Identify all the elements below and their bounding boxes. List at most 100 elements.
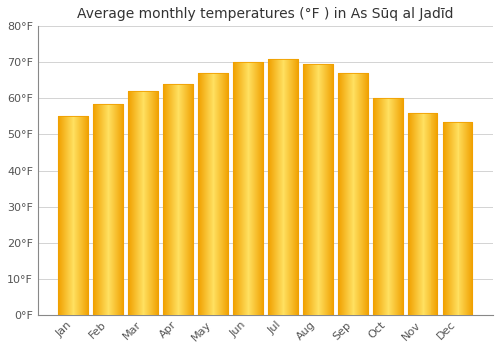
Bar bbox=[58, 117, 88, 315]
Bar bbox=[430, 113, 432, 315]
Bar bbox=[235, 62, 236, 315]
Bar bbox=[151, 91, 152, 315]
Bar bbox=[373, 98, 402, 315]
Bar bbox=[260, 62, 261, 315]
Bar bbox=[85, 117, 86, 315]
Bar bbox=[285, 59, 286, 315]
Bar bbox=[245, 62, 246, 315]
Bar bbox=[128, 91, 130, 315]
Bar bbox=[458, 122, 460, 315]
Bar bbox=[238, 62, 239, 315]
Bar bbox=[310, 64, 311, 315]
Bar bbox=[305, 64, 306, 315]
Bar bbox=[172, 84, 173, 315]
Bar bbox=[58, 117, 88, 315]
Bar bbox=[209, 73, 210, 315]
Bar bbox=[198, 73, 199, 315]
Bar bbox=[303, 64, 332, 315]
Bar bbox=[317, 64, 318, 315]
Bar bbox=[303, 64, 304, 315]
Bar bbox=[377, 98, 378, 315]
Bar bbox=[350, 73, 351, 315]
Bar bbox=[273, 59, 274, 315]
Bar bbox=[351, 73, 352, 315]
Bar bbox=[321, 64, 322, 315]
Bar bbox=[242, 62, 243, 315]
Bar bbox=[175, 84, 176, 315]
Bar bbox=[268, 59, 298, 315]
Bar bbox=[342, 73, 343, 315]
Bar bbox=[339, 73, 340, 315]
Bar bbox=[330, 64, 332, 315]
Bar bbox=[257, 62, 258, 315]
Bar bbox=[375, 98, 376, 315]
Bar bbox=[346, 73, 347, 315]
Bar bbox=[306, 64, 307, 315]
Bar bbox=[374, 98, 375, 315]
Bar bbox=[115, 104, 116, 315]
Bar bbox=[442, 122, 472, 315]
Bar bbox=[315, 64, 316, 315]
Bar bbox=[94, 104, 123, 315]
Bar bbox=[176, 84, 177, 315]
Bar bbox=[294, 59, 295, 315]
Bar bbox=[290, 59, 291, 315]
Bar bbox=[187, 84, 188, 315]
Bar bbox=[205, 73, 206, 315]
Bar bbox=[418, 113, 420, 315]
Bar bbox=[178, 84, 179, 315]
Bar bbox=[94, 104, 123, 315]
Bar bbox=[456, 122, 458, 315]
Bar bbox=[201, 73, 202, 315]
Bar bbox=[384, 98, 386, 315]
Bar bbox=[219, 73, 220, 315]
Bar bbox=[416, 113, 418, 315]
Bar bbox=[189, 84, 190, 315]
Bar bbox=[366, 73, 368, 315]
Bar bbox=[253, 62, 254, 315]
Bar bbox=[145, 91, 146, 315]
Bar bbox=[147, 91, 148, 315]
Bar bbox=[114, 104, 115, 315]
Bar bbox=[412, 113, 414, 315]
Bar bbox=[296, 59, 298, 315]
Bar bbox=[171, 84, 172, 315]
Bar bbox=[283, 59, 284, 315]
Bar bbox=[248, 62, 249, 315]
Bar bbox=[460, 122, 462, 315]
Bar bbox=[270, 59, 271, 315]
Bar bbox=[192, 84, 193, 315]
Bar bbox=[66, 117, 68, 315]
Bar bbox=[150, 91, 151, 315]
Bar bbox=[244, 62, 245, 315]
Bar bbox=[400, 98, 402, 315]
Bar bbox=[428, 113, 430, 315]
Bar bbox=[444, 122, 446, 315]
Bar bbox=[304, 64, 305, 315]
Bar bbox=[254, 62, 255, 315]
Bar bbox=[414, 113, 416, 315]
Bar bbox=[188, 84, 189, 315]
Bar bbox=[360, 73, 362, 315]
Bar bbox=[227, 73, 228, 315]
Bar bbox=[275, 59, 276, 315]
Bar bbox=[190, 84, 191, 315]
Bar bbox=[204, 73, 205, 315]
Bar bbox=[106, 104, 108, 315]
Bar bbox=[170, 84, 171, 315]
Bar bbox=[352, 73, 354, 315]
Bar bbox=[262, 62, 263, 315]
Bar bbox=[72, 117, 74, 315]
Bar bbox=[354, 73, 356, 315]
Bar bbox=[225, 73, 226, 315]
Bar bbox=[408, 113, 410, 315]
Bar bbox=[84, 117, 85, 315]
Bar bbox=[348, 73, 349, 315]
Bar bbox=[173, 84, 174, 315]
Bar bbox=[464, 122, 466, 315]
Bar bbox=[83, 117, 84, 315]
Bar bbox=[155, 91, 156, 315]
Bar bbox=[180, 84, 181, 315]
Bar bbox=[432, 113, 434, 315]
Bar bbox=[281, 59, 282, 315]
